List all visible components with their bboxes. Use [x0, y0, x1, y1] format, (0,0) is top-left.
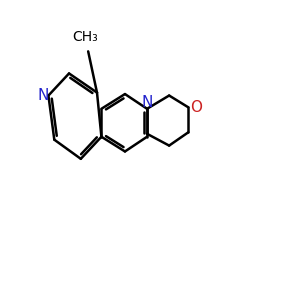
Text: O: O: [190, 100, 202, 115]
Text: N: N: [141, 95, 153, 110]
Text: N: N: [38, 88, 49, 103]
Text: CH₃: CH₃: [72, 30, 98, 44]
